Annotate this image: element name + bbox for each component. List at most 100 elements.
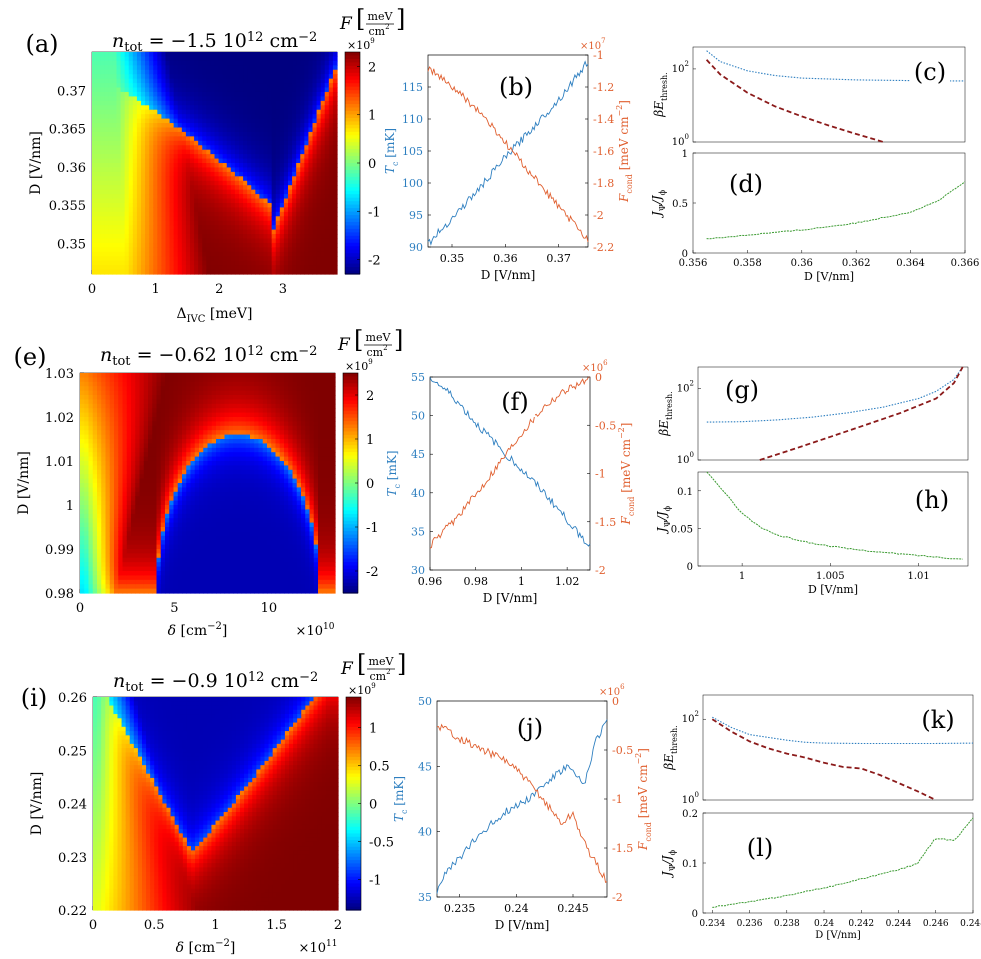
heatmap-cell	[116, 158, 122, 164]
heatmap-cell	[84, 575, 90, 581]
heatmap-cell	[296, 154, 301, 160]
heatmap-cell	[228, 553, 234, 559]
heatmap-cell	[222, 202, 228, 208]
heatmap-cell	[143, 373, 149, 378]
heatmap-cell	[128, 131, 134, 137]
heatmap-cell	[114, 483, 119, 488]
heatmap-cell	[181, 198, 187, 204]
heatmap-cell	[124, 114, 130, 120]
heatmap-cell	[148, 461, 153, 466]
heatmap-cell	[304, 52, 310, 58]
heatmap-cell	[224, 478, 230, 484]
heatmap-cell	[169, 461, 175, 466]
heatmap-cell	[271, 91, 277, 97]
heatmap-cell	[145, 216, 150, 222]
heatmap-cell	[124, 189, 130, 195]
heatmap-cell	[97, 483, 102, 488]
heatmap-cell	[224, 403, 230, 409]
heatmap-cell	[88, 403, 94, 409]
heatmap-cell	[135, 434, 141, 440]
heatmap-cell	[255, 87, 261, 93]
colorbar-step	[345, 107, 360, 112]
heatmap-cell	[194, 549, 200, 554]
heatmap-cell	[173, 123, 179, 129]
heatmap-cell	[122, 588, 128, 594]
heatmap-cell	[218, 171, 224, 177]
heatmap-cell	[173, 65, 179, 71]
heatmap-cell	[320, 114, 326, 120]
heatmap-cell	[124, 136, 130, 142]
heatmap-cell	[128, 185, 134, 191]
heatmap-cell	[92, 229, 97, 235]
heatmap-cell	[108, 74, 114, 80]
heatmap-cell	[332, 100, 338, 106]
colorbar-step	[345, 69, 360, 74]
heatmap-cell	[296, 189, 301, 195]
heatmap-cell	[156, 412, 162, 418]
heatmap-cell	[312, 105, 318, 111]
heatmap-cell	[206, 118, 212, 124]
heatmap-cell	[177, 425, 183, 431]
heatmap-cell	[131, 434, 136, 440]
heatmap-cell	[247, 158, 252, 164]
heatmap-cell	[135, 531, 141, 537]
heatmap-cell	[143, 505, 149, 510]
heatmap-cell	[207, 417, 213, 422]
heatmap-cell	[228, 381, 234, 387]
heatmap-cell	[210, 216, 216, 222]
heatmap-cell	[169, 535, 175, 541]
heatmap-cell	[206, 52, 212, 58]
heatmap-cell	[101, 439, 107, 444]
heatmap-cell	[165, 167, 171, 173]
heatmap-cell	[230, 109, 236, 115]
heatmap-cell	[255, 123, 261, 129]
heatmap-cell	[108, 60, 114, 66]
heatmap-cell	[202, 198, 207, 204]
heatmap-cell	[206, 109, 212, 115]
heatmap-cell	[112, 131, 118, 137]
heatmap-cell	[228, 588, 234, 594]
heatmap-cell	[177, 588, 183, 594]
heatmap-cell	[312, 211, 318, 217]
heatmap-cell	[304, 87, 310, 93]
heatmap-cell	[149, 256, 154, 262]
heatmap-cell	[96, 83, 101, 89]
heatmap-cell	[128, 251, 134, 257]
heatmap-cell	[316, 74, 322, 80]
heatmap-cell	[275, 149, 281, 155]
heatmap-cell	[320, 91, 326, 97]
heatmap-cell	[136, 145, 142, 151]
heatmap-cell	[139, 535, 145, 541]
heatmap-cell	[216, 531, 221, 537]
heatmap-cell	[216, 518, 221, 524]
heatmap-cell	[220, 505, 226, 510]
heatmap-cell	[304, 229, 310, 235]
heatmap-cell	[198, 207, 203, 213]
heatmap-title-e: ntot = −0.62 1012 cm−2	[100, 344, 317, 369]
heatmap-cell	[156, 390, 162, 396]
heatmap-cell	[105, 465, 111, 471]
heatmap-cell	[157, 65, 163, 71]
heatmap-cell	[143, 390, 149, 396]
heatmap-cell	[279, 149, 285, 155]
heatmap-cell	[97, 575, 102, 581]
heatmap-cell	[316, 247, 322, 253]
heatmap-cell	[332, 265, 338, 271]
heatmap-cell	[203, 549, 209, 554]
heatmap-cell	[100, 265, 105, 271]
heatmap-cell	[131, 535, 136, 541]
heatmap-cell	[120, 158, 126, 164]
heatmap-cell	[148, 584, 153, 590]
heatmap-cell	[271, 185, 277, 191]
heatmap-cell	[173, 395, 179, 400]
heatmap-cell	[156, 522, 162, 528]
heatmap-cell	[206, 56, 212, 62]
y-tick-label: 1.01	[45, 455, 74, 470]
heatmap-cell	[160, 417, 166, 422]
heatmap-cell	[199, 478, 204, 484]
heatmap-cell	[243, 83, 248, 89]
heatmap-cell	[283, 114, 289, 120]
heatmap-cell	[118, 452, 124, 458]
heatmap-cell	[118, 531, 124, 537]
heatmap-cell	[190, 238, 195, 244]
